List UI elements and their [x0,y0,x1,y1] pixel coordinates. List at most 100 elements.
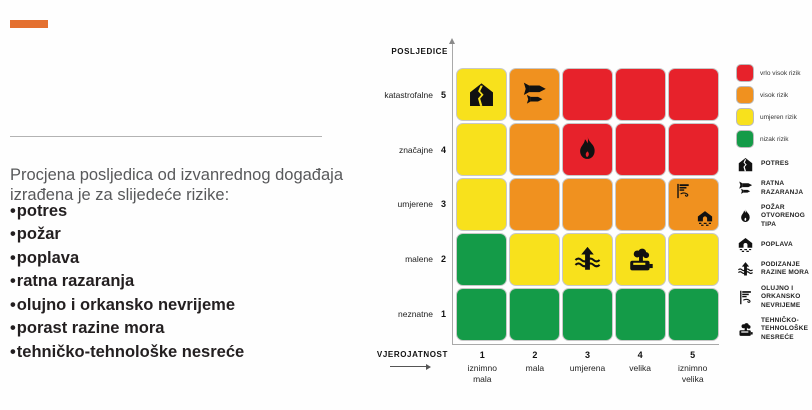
more-icon [573,245,602,274]
bullet-text: poplava [16,248,80,267]
legend-hazard-item: POPLAVA [736,236,812,254]
ratna-icon [737,180,754,197]
x-tick-2: 2 mala [509,350,562,385]
potres-icon [737,156,754,173]
matrix-cell-r4-c2 [509,123,560,176]
y-tick-name: značajne [398,144,433,155]
legend-hazard-label: TEHNIČKO-TEHNOLOŠKE NESREĆE [761,316,809,341]
bullet-item: •požar [10,225,350,244]
matrix-cell-r4-c1 [456,123,507,176]
x-tick-number: 2 [532,350,538,360]
x-tick-name: iznimno mala [467,363,497,385]
poplava-icon [696,209,714,227]
legend-risk-item: umjeren rizik [736,108,812,126]
legend-hazard-label: POTRES [761,159,789,167]
intro-text: Procjena posljedica od izvanrednog događ… [10,165,343,204]
matrix-cell-r2-c4 [615,233,666,286]
legend-hazard-icon-wrap [736,180,755,197]
yellow-swatch [736,108,754,126]
bullet-item: •ratna razaranja [10,272,350,291]
bullet-item: •porast razine mora [10,319,350,338]
y-tick-1: neznatne 1 [350,286,446,341]
y-tick-name: katastrofalne [384,90,433,101]
matrix-cell-r5-c2 [509,68,560,121]
x-tick-labels: 1 iznimno mala 2 mala 3 umjerena 4 velika 5 iznim… [456,350,719,385]
y-tick-number: 2 [440,254,446,265]
legend-risk-label: visok rizik [760,91,789,99]
legend-risk-label: nizak rizik [760,135,789,143]
legend-hazard-item: POŽAR OTVORENOG TIPA [736,204,812,229]
x-tick-4: 4 velika [614,350,667,385]
x-tick-5: 5 iznimno velika [666,350,719,385]
bullet-item: •olujno i orkansko nevrijeme [10,296,350,315]
olujno-icon [737,289,754,306]
x-tick-number: 5 [690,350,696,360]
bullet-text: potres [16,202,68,220]
y-tick-name: malene [405,254,433,265]
bullet-glyph: • [10,272,16,291]
y-tick-number: 5 [440,90,446,101]
red-swatch [736,64,754,82]
matrix-cell-r3-c2 [509,178,560,231]
potres-icon [467,80,496,109]
legend-hazard-icon-wrap [736,208,755,225]
tehnicko-icon [626,245,655,274]
matrix-cell-r1-c5 [668,288,719,341]
bullet-glyph: • [10,342,16,361]
legend-risk-levels: vrlo visok rizik visok rizik umjeren rizik… [736,64,812,148]
accent-dash [10,20,48,28]
x-axis-line [452,344,719,345]
matrix-cell-r5-c3 [562,68,613,121]
matrix-cell-r3-c3 [562,178,613,231]
legend-hazard-label: POŽAR OTVORENOG TIPA [761,204,806,228]
matrix-cell-r2-c5 [668,233,719,286]
poplava-icon [737,236,754,253]
matrix-cell-r1-c1 [456,288,507,341]
matrix-cell-r5-c5 [668,68,719,121]
legend-hazard-item: OLUJNO I ORKANSKO NEVRIJEME [736,285,812,310]
ratna-icon [520,80,549,109]
matrix-cell-r4-c5 [668,123,719,176]
divider-line [10,136,322,137]
legend-hazard-item: RATNA RAZARANJA [736,180,812,198]
legend-hazard-label: PODIZANJE RAZINE MORA [761,260,810,277]
y-axis-label: POSLJEDICE [391,47,448,56]
x-axis-label: VJEROJATNOST [376,350,448,359]
legend-hazard-item: POTRES [736,155,812,173]
x-tick-name: iznimno velika [678,363,708,385]
y-tick-labels: katastrofalne 5 značajne 4 umjerene 3 malene 2 n… [350,68,446,341]
bullet-text: tehničko-tehnološke nesreće [16,342,245,361]
legend-hazards: POTRES RATNA RAZARANJA POŽAR OTVORENOG TIP… [736,155,812,342]
bullet-glyph: • [10,225,16,244]
y-tick-5: katastrofalne 5 [350,68,446,123]
x-tick-3: 3 umjerena [561,350,614,385]
matrix-cell-r3-c1 [456,178,507,231]
legend-hazard-icon-wrap [736,289,755,306]
legend-risk-item: visok rizik [736,86,812,104]
matrix-cell-r2-c1 [456,233,507,286]
matrix-cell-r3-c5 [668,178,719,231]
matrix-cell-r3-c4 [615,178,666,231]
bullet-glyph: • [10,295,16,314]
legend-risk-label: vrlo visok rizik [760,69,801,77]
y-tick-number: 4 [440,144,446,155]
legend: vrlo visok rizik visok rizik umjeren rizik… [736,64,812,348]
y-axis-arrow-icon [449,38,455,44]
legend-hazard-icon-wrap [736,261,755,278]
bullet-text: požar [16,225,61,244]
legend-risk-label: umjeren rizik [760,113,797,121]
bullet-text: ratna razaranja [16,272,135,291]
matrix-cell-r2-c2 [509,233,560,286]
more-icon [737,261,754,278]
matrix-cell-r4-c3 [562,123,613,176]
legend-hazard-label: RATNA RAZARANJA [761,180,804,196]
risk-bullet-list: •potres •požar •poplava •ratna razaranja •ol… [10,202,350,366]
x-tick-name: velika [629,363,651,373]
matrix-cell-r1-c3 [562,288,613,341]
x-tick-name: umjerena [569,363,606,373]
legend-hazard-item: TEHNIČKO-TEHNOLOŠKE NESREĆE [736,317,812,342]
pozar-icon [573,135,602,164]
y-tick-number: 3 [440,199,446,210]
x-axis-arrow-icon [390,363,431,370]
